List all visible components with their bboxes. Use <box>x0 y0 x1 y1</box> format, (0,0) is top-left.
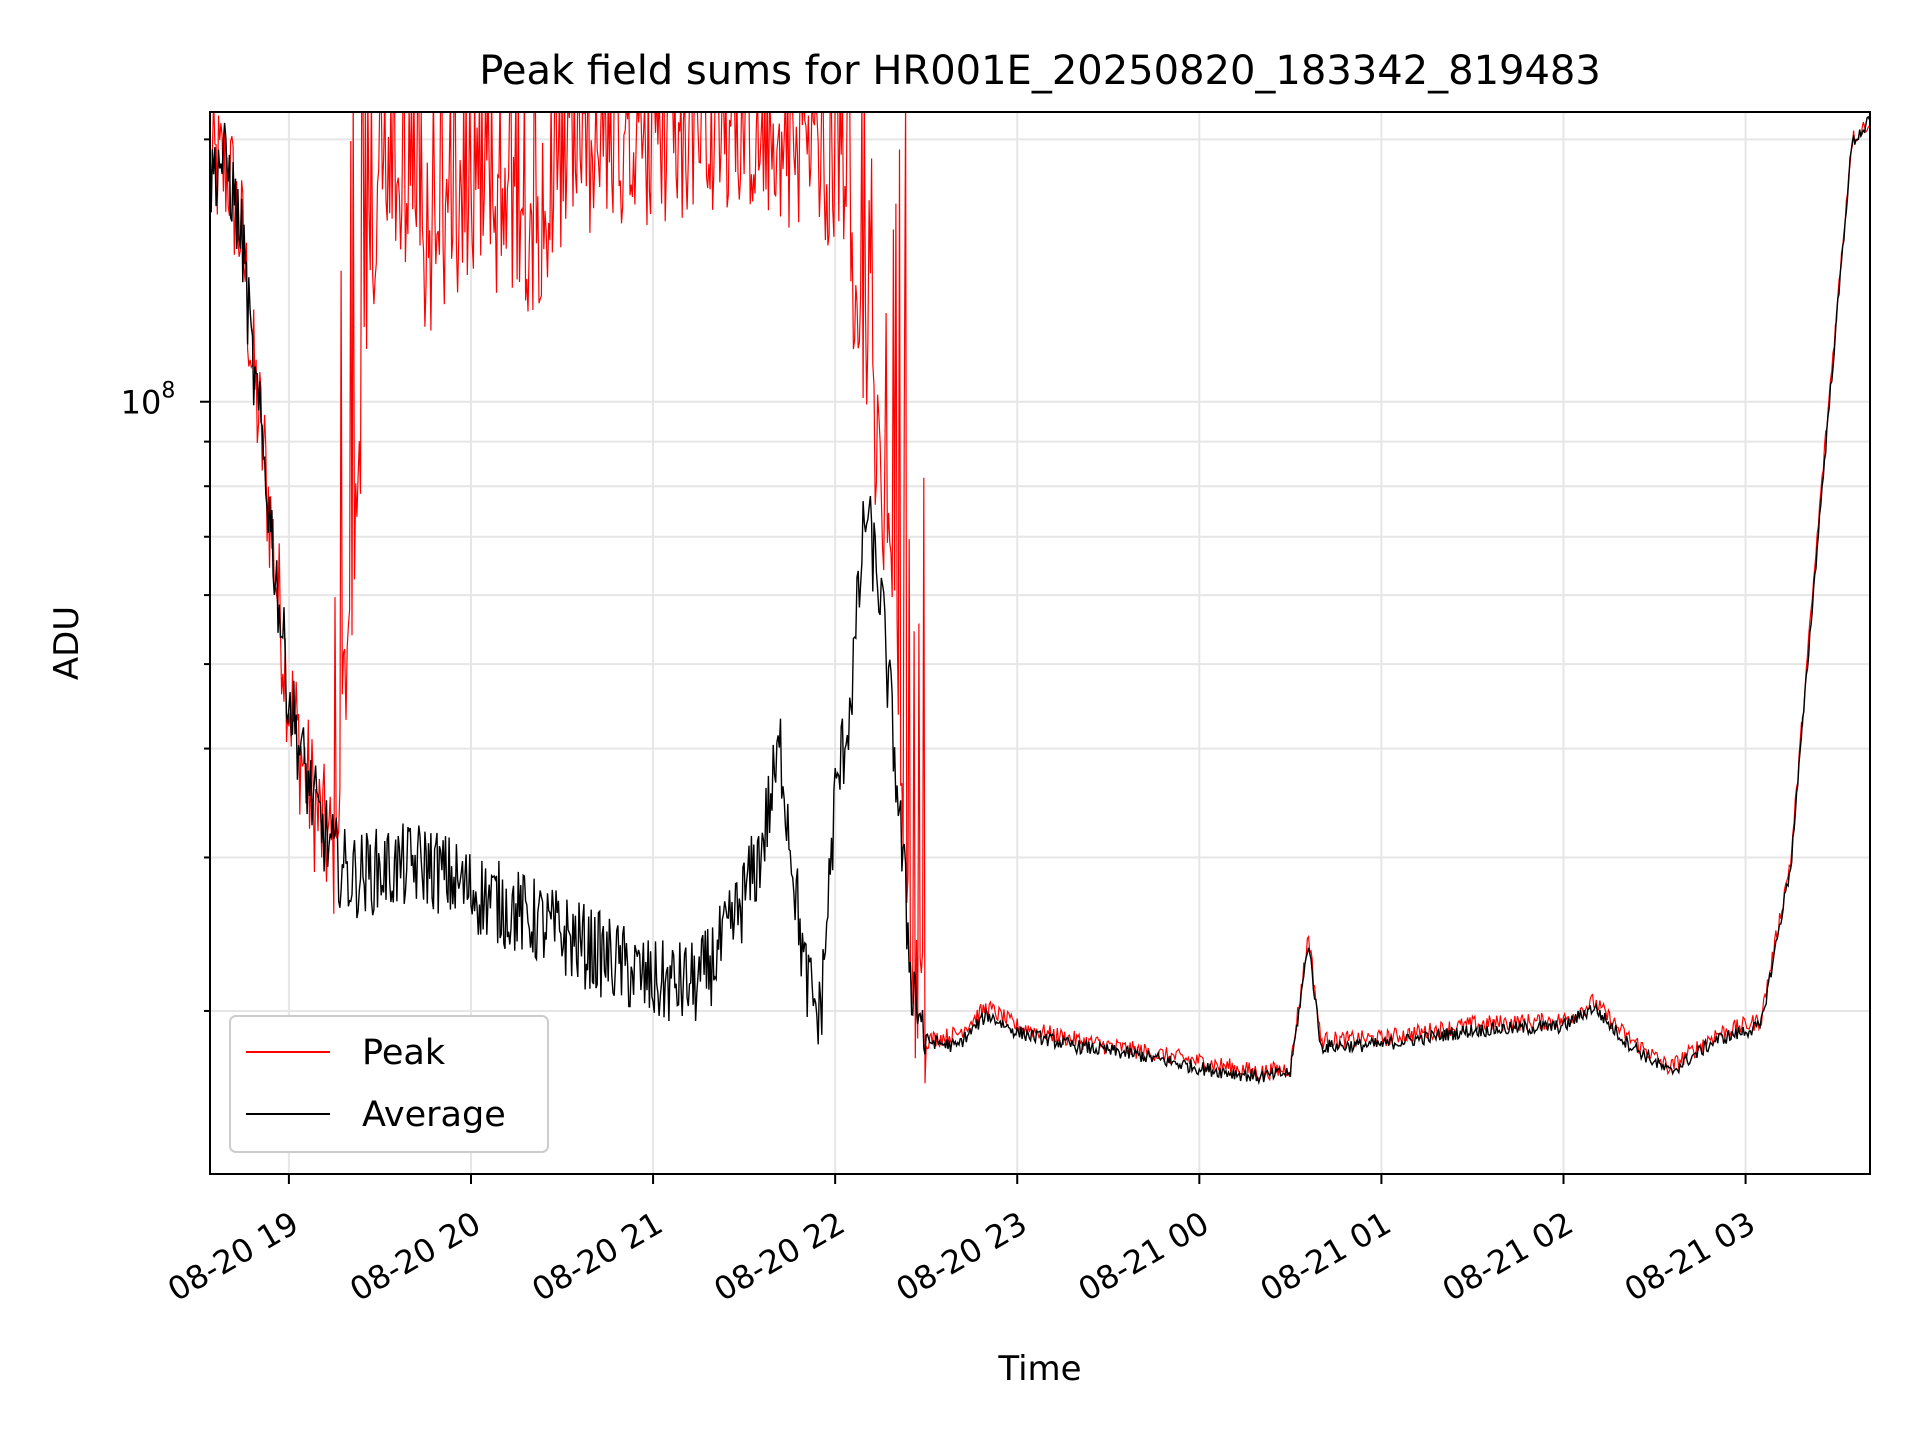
series-line-peak <box>619 112 1022 1084</box>
x-axis-label: Time <box>997 1349 1081 1389</box>
chart-title: Peak field sums for HR001E_20250820_1833… <box>479 48 1601 94</box>
legend-label-average: Average <box>362 1095 506 1135</box>
series-line-average <box>210 122 615 998</box>
legend-label-peak: Peak <box>362 1033 446 1073</box>
series-line-peak <box>1020 934 1369 1082</box>
series-line-average <box>1006 947 1356 1086</box>
series-line-average <box>1354 1002 1702 1076</box>
legend-box <box>229 1015 549 1153</box>
legend: Peak Average <box>229 1015 549 1153</box>
series-layer <box>210 112 1870 1086</box>
series-line-peak <box>210 112 621 914</box>
y-axis-label: ADU <box>47 606 87 680</box>
series-line-average <box>1700 115 1870 1057</box>
plot-frame <box>209 111 1871 1175</box>
y-tick-label-exponent: 8 <box>161 379 175 404</box>
series-line-average <box>613 495 1009 1055</box>
